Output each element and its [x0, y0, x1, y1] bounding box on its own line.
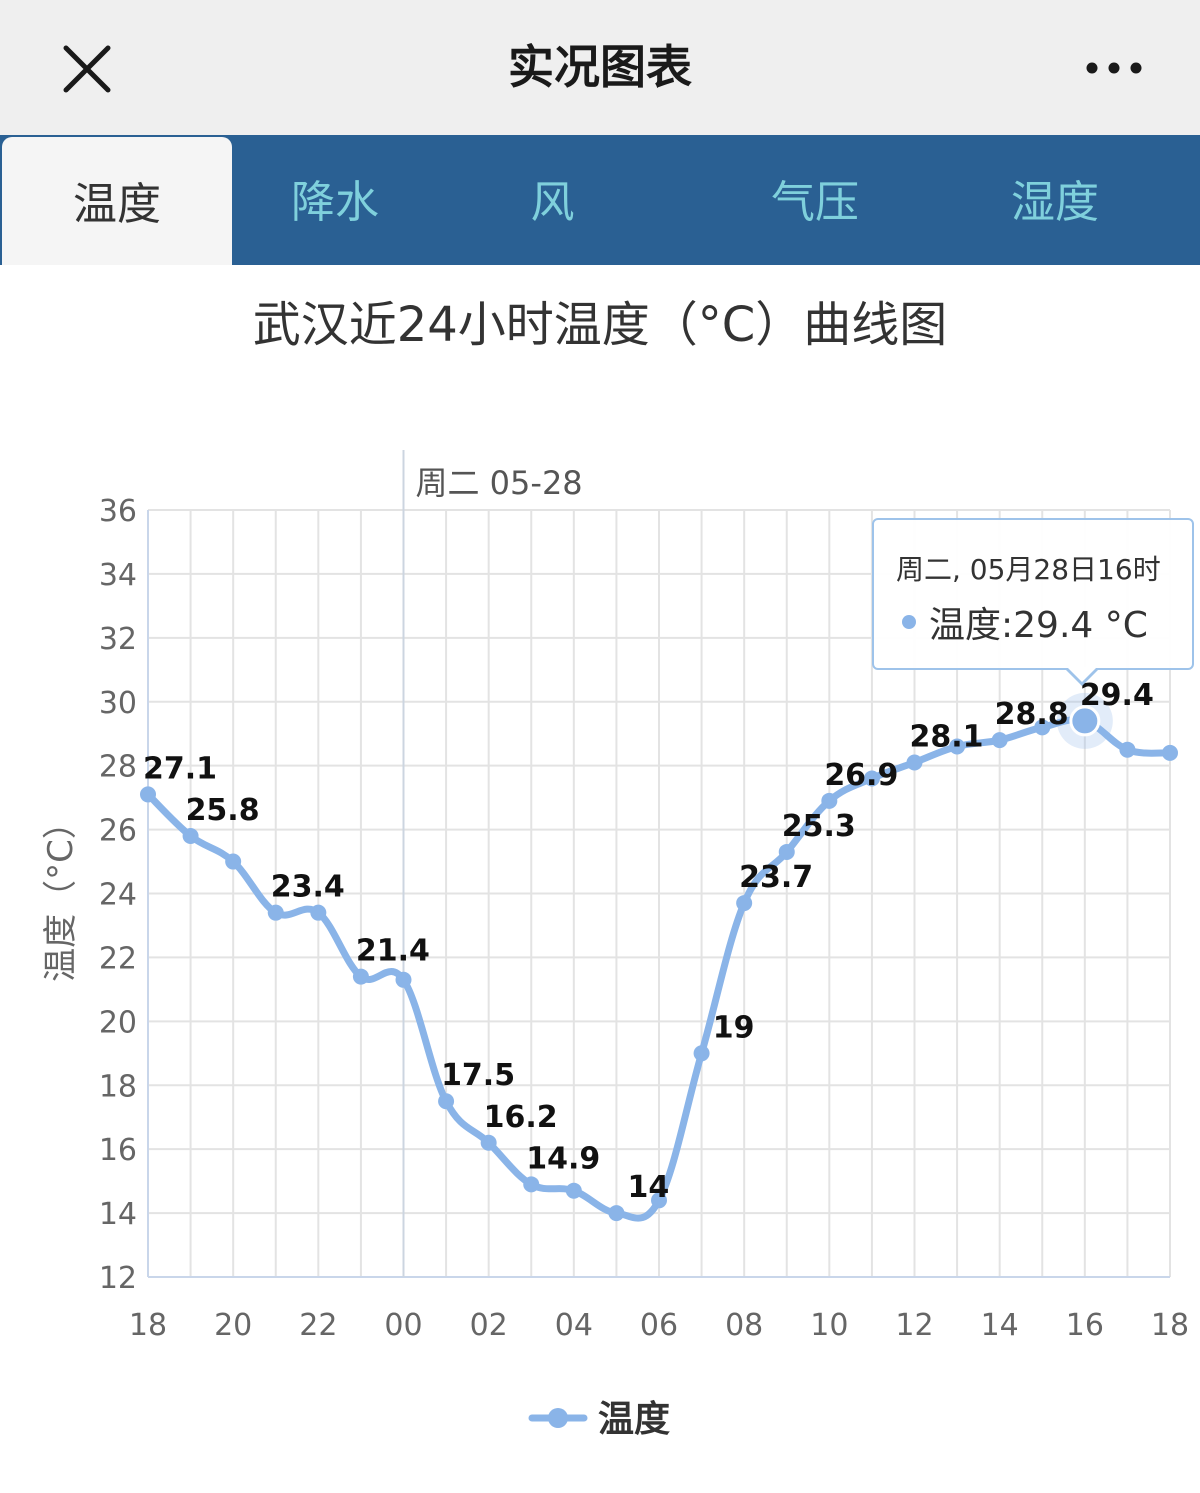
data-point[interactable]	[565, 1182, 582, 1199]
data-point[interactable]	[991, 732, 1008, 749]
data-point[interactable]	[1034, 719, 1051, 736]
data-point[interactable]	[480, 1134, 497, 1151]
data-point[interactable]	[523, 1176, 540, 1193]
data-label: 25.8	[186, 793, 260, 828]
data-point[interactable]	[736, 895, 753, 912]
page-title: 实况图表	[508, 40, 692, 94]
tab-temperature[interactable]: 温度	[2, 137, 232, 265]
data-label: 17.5	[441, 1058, 515, 1093]
data-point[interactable]	[438, 1093, 455, 1110]
data-label: 25.3	[782, 809, 856, 844]
x-tick-label: 22	[299, 1308, 337, 1343]
data-point[interactable]	[821, 792, 838, 809]
legend-marker	[548, 1408, 568, 1428]
data-point[interactable]	[310, 904, 327, 921]
data-label: 14.9	[526, 1141, 600, 1176]
data-point[interactable]	[863, 770, 880, 787]
tooltip-date: 周二, 05月28日16时	[896, 553, 1161, 586]
top-bar: 实况图表	[0, 0, 1200, 135]
data-point[interactable]	[395, 971, 412, 988]
chart-title: 武汉近24小时温度（°C）曲线图	[253, 297, 948, 353]
y-tick-label: 12	[99, 1261, 137, 1296]
data-label: 28.1	[909, 719, 983, 754]
x-tick-label: 20	[214, 1308, 252, 1343]
x-tick-label: 18	[129, 1308, 167, 1343]
tooltip-series-dot	[902, 615, 916, 629]
y-tick-label: 34	[99, 558, 137, 593]
x-tick-label: 16	[1066, 1308, 1104, 1343]
data-label: 28.8	[995, 697, 1069, 732]
y-tick-label: 18	[99, 1069, 137, 1104]
data-point[interactable]	[693, 1045, 710, 1062]
x-tick-label: 08	[725, 1308, 763, 1343]
tooltip-value: 温度:29.4 °C	[929, 605, 1148, 646]
x-tick-label: 12	[895, 1308, 933, 1343]
tooltip: 周二, 05月28日16时 温度:29.4 °C	[872, 518, 1194, 670]
y-tick-label: 30	[99, 686, 137, 721]
tab-bar: 温度 降水 风 气压 湿度	[0, 135, 1200, 265]
data-label: 21.4	[356, 934, 430, 969]
x-tick-label: 04	[555, 1308, 593, 1343]
y-axis-title: 温度（°C）	[41, 805, 81, 982]
data-point[interactable]	[140, 786, 156, 803]
data-label: 26.9	[824, 758, 898, 793]
data-label: 23.7	[739, 860, 813, 895]
data-point[interactable]	[1162, 744, 1178, 761]
data-label: 27.1	[143, 751, 217, 786]
y-tick-label: 32	[99, 622, 137, 657]
legend-label[interactable]: 温度	[598, 1399, 670, 1440]
y-tick-label: 20	[99, 1005, 137, 1040]
data-point[interactable]	[651, 1192, 667, 1209]
x-tick-label: 02	[470, 1308, 508, 1343]
y-tick-label: 24	[99, 878, 137, 913]
data-point[interactable]	[906, 754, 923, 771]
x-tick-label: 10	[810, 1308, 848, 1343]
tooltip-pointer-fill	[1067, 667, 1097, 682]
data-label: 23.4	[271, 870, 345, 905]
tab-precipitation[interactable]: 降水	[291, 177, 379, 228]
date-marker-label: 周二 05-28	[416, 464, 583, 502]
x-tick-label: 18	[1151, 1308, 1189, 1343]
more-dots-icon[interactable]	[1080, 50, 1160, 90]
y-tick-label: 14	[99, 1197, 137, 1232]
data-point[interactable]	[1119, 741, 1136, 758]
data-point[interactable]	[608, 1205, 625, 1222]
y-tick-label: 28	[99, 750, 137, 785]
y-tick-label: 22	[99, 941, 137, 976]
y-tick-label: 16	[99, 1133, 137, 1168]
data-point[interactable]	[182, 827, 199, 844]
temperature-chart: 武汉近24小时温度（°C）曲线图 12 14 16 18 20 22 24 26 28 30 32 3…	[41, 297, 1189, 1440]
data-point[interactable]	[225, 853, 242, 870]
x-tick-label: 14	[981, 1308, 1019, 1343]
x-tick-label: 06	[640, 1308, 678, 1343]
data-label: 14	[628, 1170, 670, 1205]
close-icon[interactable]	[56, 38, 118, 100]
y-tick-label: 26	[99, 814, 137, 849]
highlight-point[interactable]	[1069, 705, 1101, 737]
y-tick-label: 36	[99, 494, 137, 529]
data-point[interactable]	[778, 843, 795, 860]
data-point[interactable]	[352, 968, 369, 985]
tab-humidity[interactable]: 湿度	[1011, 177, 1099, 228]
tab-wind[interactable]: 风	[530, 177, 575, 228]
data-point[interactable]	[949, 738, 966, 755]
data-label: 19	[713, 1010, 755, 1045]
tab-pressure[interactable]: 气压	[771, 177, 859, 228]
x-tick-label: 00	[384, 1308, 422, 1343]
data-point[interactable]	[267, 904, 284, 921]
data-label: 16.2	[484, 1100, 558, 1135]
